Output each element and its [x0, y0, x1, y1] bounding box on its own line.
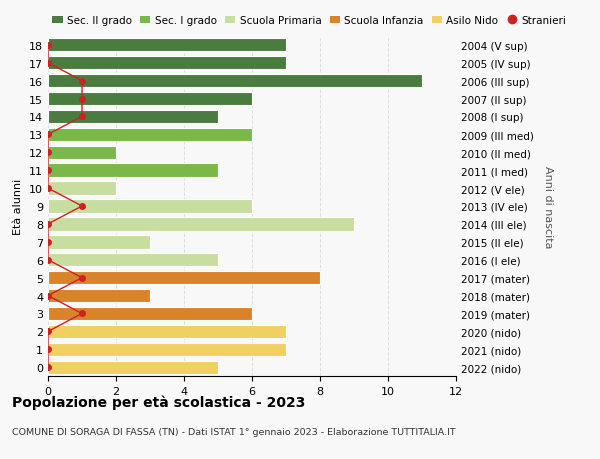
- Bar: [48, 235, 150, 249]
- Y-axis label: Età alunni: Età alunni: [13, 179, 23, 235]
- Bar: [48, 182, 116, 196]
- Bar: [48, 253, 218, 267]
- Bar: [48, 343, 286, 356]
- Text: Popolazione per età scolastica - 2023: Popolazione per età scolastica - 2023: [12, 395, 305, 409]
- Bar: [48, 111, 218, 124]
- Bar: [48, 200, 252, 213]
- Bar: [48, 146, 116, 160]
- Bar: [48, 325, 286, 338]
- Bar: [48, 307, 252, 320]
- Bar: [48, 218, 354, 231]
- Bar: [48, 129, 252, 142]
- Y-axis label: Anni di nascita: Anni di nascita: [543, 165, 553, 248]
- Text: COMUNE DI SORAGA DI FASSA (TN) - Dati ISTAT 1° gennaio 2023 - Elaborazione TUTTI: COMUNE DI SORAGA DI FASSA (TN) - Dati IS…: [12, 427, 455, 436]
- Bar: [48, 39, 286, 52]
- Bar: [48, 75, 422, 88]
- Bar: [48, 361, 218, 374]
- Bar: [48, 57, 286, 70]
- Bar: [48, 271, 320, 285]
- Bar: [48, 289, 150, 302]
- Legend: Sec. II grado, Sec. I grado, Scuola Primaria, Scuola Infanzia, Asilo Nido, Stran: Sec. II grado, Sec. I grado, Scuola Prim…: [48, 11, 571, 30]
- Bar: [48, 164, 218, 178]
- Bar: [48, 93, 252, 106]
